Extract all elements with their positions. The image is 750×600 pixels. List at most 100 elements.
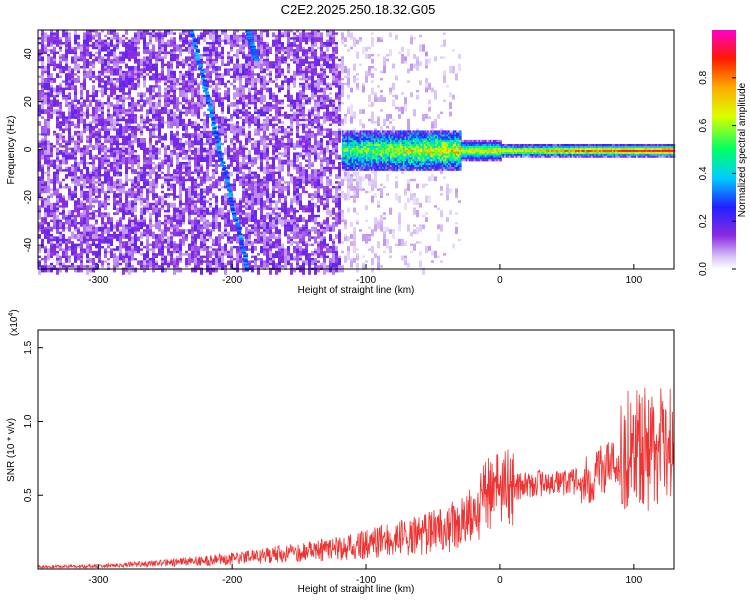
noise-cell [74, 217, 77, 225]
noise-cell [308, 39, 311, 42]
noise-cell [167, 80, 170, 83]
noise-cell [200, 54, 203, 57]
noise-cell [68, 236, 71, 239]
noise-cell [176, 248, 179, 251]
noise-cell [311, 226, 314, 230]
noise-cell [38, 133, 41, 136]
noise-cell [278, 229, 281, 237]
noise-cell [278, 142, 281, 150]
noise-cell [107, 246, 110, 249]
noise-cell [239, 80, 242, 88]
noise-cell [182, 97, 185, 102]
noise-cell [170, 214, 173, 218]
noise-cell [176, 219, 179, 225]
noise-cell [287, 51, 290, 59]
noise-cell [305, 140, 308, 143]
noise-cell [170, 70, 173, 76]
noise-cell [317, 243, 320, 246]
noise-cell [176, 226, 179, 232]
noise-cell [260, 58, 263, 64]
noise-cell [182, 126, 185, 131]
noise-cell [86, 104, 89, 107]
noise-cell [92, 80, 95, 83]
noise-cell [161, 246, 164, 251]
noise-cell [242, 164, 245, 170]
noise-cell [254, 94, 257, 100]
noise-cell [56, 169, 59, 172]
noise-cell [122, 106, 125, 114]
noise-cell [44, 212, 47, 218]
noise-cell [107, 147, 110, 150]
noise-cell [266, 169, 269, 177]
noise-cell [56, 207, 59, 210]
noise-cell [56, 133, 59, 136]
noise-cell [62, 30, 65, 33]
noise-cell [266, 102, 269, 107]
noise-cell [152, 118, 155, 122]
noise-cell [272, 106, 275, 110]
noise-cell [287, 114, 290, 117]
noise-cell [233, 44, 236, 47]
noise-cell [239, 176, 242, 179]
noise-cell [71, 166, 74, 172]
noise-cell [167, 210, 170, 213]
noise-cell [230, 123, 233, 131]
noise-cell [116, 212, 119, 215]
noise-cell [233, 145, 236, 150]
noise-cell [128, 75, 131, 78]
noise-cell [68, 34, 71, 40]
noise-cell [101, 70, 104, 76]
noise-cell [167, 176, 170, 182]
noise-cell [230, 39, 233, 42]
noise-cell [155, 212, 158, 220]
noise-cell [323, 82, 326, 86]
noise-cell [284, 111, 287, 114]
noise-cell [326, 133, 329, 138]
noise-cell [95, 130, 98, 134]
noise-cell [296, 133, 299, 138]
noise-cell [53, 94, 56, 98]
noise-cell [317, 207, 320, 213]
noise-cell [179, 142, 182, 148]
noise-cell [290, 37, 293, 40]
noise-cell [89, 34, 92, 42]
noise-cell [188, 258, 191, 266]
noise-cell [74, 46, 77, 52]
noise-cell [125, 70, 128, 76]
noise-cell [236, 70, 239, 74]
noise-cell [170, 152, 173, 158]
noise-cell [158, 157, 161, 160]
noise-cell [149, 157, 152, 162]
noise-cell [125, 97, 128, 100]
noise-cell [263, 30, 266, 33]
noise-cell [146, 224, 149, 230]
noise-cell [167, 243, 170, 246]
noise-cell [170, 51, 173, 54]
noise-cell [68, 212, 71, 215]
noise-cell [278, 212, 281, 215]
noise-cell [116, 121, 119, 124]
noise-cell [131, 154, 134, 160]
noise-cell [317, 99, 320, 102]
noise-cell [140, 248, 143, 251]
noise-cell [98, 241, 101, 244]
noise-cell [320, 224, 323, 230]
noise-cell [158, 248, 161, 256]
noise-cell [131, 248, 134, 254]
noise-cell [53, 176, 56, 184]
noise-cell [131, 238, 134, 242]
noise-cell [77, 253, 80, 261]
noise-cell [218, 80, 221, 86]
noise-cell [260, 258, 263, 261]
noise-cell [305, 49, 308, 57]
noise-cell [215, 253, 218, 258]
noise-cell [233, 159, 236, 162]
noise-cell [263, 214, 266, 220]
noise-cell [155, 222, 158, 230]
noise-cell [143, 92, 146, 98]
noise-cell [224, 195, 227, 198]
noise-cell [233, 258, 236, 261]
noise-cell [326, 217, 329, 225]
noise-cell [284, 210, 287, 215]
noise-cell [158, 94, 161, 98]
